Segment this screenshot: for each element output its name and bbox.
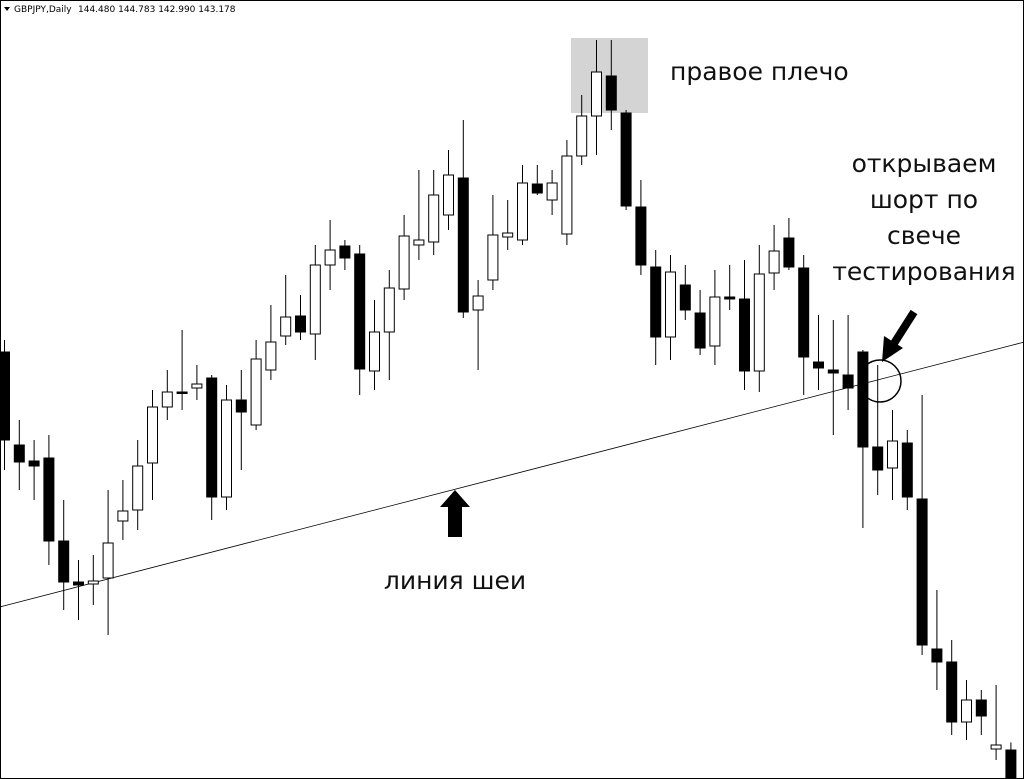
ohlc-low: 142.990 [158,5,195,15]
bear-body [295,315,306,333]
bear-body [975,699,987,717]
bull-body [546,182,558,201]
bear-body [901,442,913,498]
bull-body [961,699,972,723]
entry-circle [858,359,902,403]
bear-body [783,237,795,268]
neckline-arrow [440,490,470,537]
annotation: тестирования [832,257,1015,286]
bull-body [753,273,765,372]
bull-body [221,399,232,498]
bear-body [1005,749,1017,778]
bull-body [309,264,321,335]
bear-body [58,540,70,583]
bull-body [398,235,410,290]
bear-body [13,444,25,463]
ohlc-close: 143.178 [198,5,235,15]
bull-body [591,71,602,117]
bull-body [265,341,277,371]
bull-body [102,542,114,579]
bull-body [117,510,129,522]
bull-body [561,155,573,235]
bear-body [813,361,824,369]
annotation: свече [887,221,961,250]
bear-body [694,312,706,349]
bear-body [235,399,247,413]
bear-body [605,75,617,111]
bull-body [250,358,262,426]
bear-body [739,298,750,372]
bear-body [28,460,40,467]
bear-body [798,267,810,358]
annotation: линия шеи [384,566,526,595]
bear-body [916,498,928,646]
bull-body [487,234,499,281]
bear-body [872,446,884,471]
bull-body [443,174,454,216]
bull-body [147,406,158,464]
bear-body [857,351,869,448]
bull-body [709,296,721,347]
neckline-extension [1,605,5,608]
bull-body [428,194,440,243]
ohlc-high: 144.783 [118,5,155,15]
annotation: шорт по [870,185,978,214]
annotation: открываем [852,149,997,178]
bull-body [887,440,898,469]
neckline-extension [1010,341,1023,346]
ohlc: 144.480 144.783 142.990 143.178 [78,5,236,15]
bull-body [191,383,203,389]
bull-body [280,316,292,337]
bull-body [161,391,173,408]
bull-body [768,250,780,274]
bear-body [842,374,854,389]
bear-body [635,206,647,266]
annotation: правое плечо [670,57,849,86]
bull-body [576,115,588,157]
bull-body [665,271,676,338]
bear-body [354,253,366,370]
bear-body [206,377,218,498]
bull-body [413,239,425,246]
bull-body [517,182,528,241]
bull-body [87,580,99,585]
neckline [4,345,1012,607]
ohlc-open: 144.480 [78,5,115,15]
symbol: GBPJPY,Daily [14,5,72,15]
bull-body [324,249,336,266]
bear-body [1,351,10,441]
plot [1,40,1023,778]
bull-body [383,287,395,333]
menu-arrow [4,7,10,11]
bear-body [620,112,632,207]
bear-body [73,581,84,586]
entry-arrow-shaft [889,309,918,348]
bear-body [43,457,55,542]
bull-body [502,232,514,238]
bear-body [531,183,543,194]
bull-body [369,331,380,372]
bear-body [827,369,839,374]
bull-body [990,744,1002,750]
bear-body [339,245,351,259]
entry-arrow-head [882,336,903,362]
bear-body [724,296,736,300]
bull-body [132,465,144,511]
bear-body [679,284,691,311]
bull-body [472,295,484,311]
bear-body [931,648,943,663]
bear-body [946,661,958,723]
bear-body [650,266,662,338]
bear-body [457,177,469,313]
bear-body [176,391,188,394]
